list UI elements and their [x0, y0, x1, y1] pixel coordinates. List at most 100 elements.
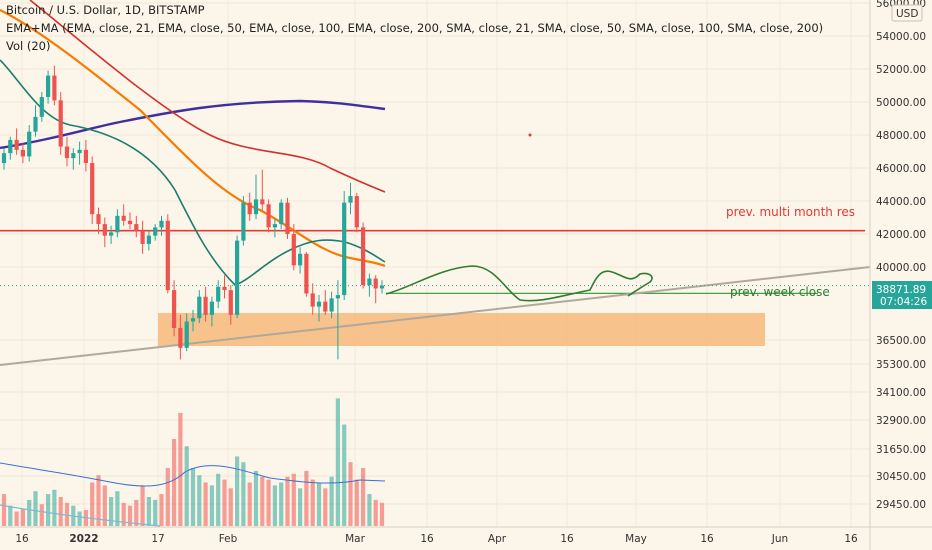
candle-body [354, 196, 359, 228]
time-axis[interactable]: 16 2022 17 Feb Mar 16 Apr 16 May 16 Jun 16 [0, 526, 932, 545]
candle-body [342, 202, 347, 296]
volume-bar [127, 505, 133, 526]
candle-body [46, 75, 51, 98]
candle-body [90, 163, 95, 215]
price-tick-label: 44000.00 [876, 196, 926, 208]
volume-bar [329, 476, 334, 526]
resistance-label: prev. multi month res [726, 205, 855, 219]
volume-bar [316, 482, 322, 526]
price-tick-label: 29450.00 [876, 499, 926, 511]
chart-grid [0, 0, 870, 527]
volume-bar [77, 511, 82, 526]
annotations: prev. multi month res prev. week close [726, 205, 855, 299]
time-tick-label: 2022 [69, 533, 98, 545]
candle-body [1, 153, 7, 164]
time-tick-label: 16 [700, 533, 714, 545]
candle-body [27, 131, 32, 157]
candle-body [77, 149, 82, 154]
currency-badge-label: USD [896, 8, 918, 20]
volume-bar [235, 456, 240, 526]
candle-body [165, 220, 170, 291]
volume-bar [146, 497, 151, 526]
candle-body [323, 301, 328, 312]
candle-body [379, 285, 385, 289]
volume-bar [367, 494, 372, 526]
volume-bar [8, 505, 13, 526]
candle-body [140, 230, 145, 244]
volume-bar [46, 494, 51, 526]
currency-badge[interactable]: USD [891, 4, 923, 22]
ema100-line [29, 0, 386, 193]
volume-bar [379, 502, 385, 526]
volume-bar [285, 476, 290, 526]
projection-path [385, 133, 653, 302]
volume-bar [247, 482, 252, 526]
volume-bar [115, 491, 120, 526]
candle-body [228, 290, 233, 315]
candle-body [190, 318, 196, 322]
candle-body [58, 100, 63, 147]
candle-body [272, 224, 277, 228]
candle-body [266, 204, 271, 228]
countdown-timer: 07:04:26 [880, 296, 927, 308]
volume-bar [342, 424, 347, 526]
indicator-legend[interactable]: EMA+MA (EMA, close, 21, EMA, close, 50, … [6, 21, 824, 35]
volume-ma-line [0, 462, 386, 487]
chart-title[interactable]: Bitcoin / U.S. Dollar, 1D, BITSTAMP [6, 3, 205, 17]
volume-bar [304, 470, 309, 526]
candle-body [373, 278, 378, 289]
candle-body [178, 328, 183, 348]
candle-body [121, 215, 126, 221]
volume-bar [335, 398, 340, 526]
volume-bar [165, 468, 170, 526]
time-tick-label: May [625, 533, 647, 545]
candle-body [304, 253, 309, 294]
candle-body [146, 235, 151, 244]
price-tick-label: 35300.00 [876, 359, 926, 371]
volume-bar [90, 482, 95, 526]
candle-body [235, 240, 240, 315]
volume-bar [121, 502, 126, 526]
volume-bar [153, 499, 158, 526]
candle-body [241, 202, 246, 241]
time-tick-label: 16 [844, 533, 858, 545]
volume-bar [39, 504, 44, 526]
time-tick-label: 16 [560, 533, 574, 545]
volume-bar [222, 479, 227, 526]
candle-body [335, 295, 340, 299]
volume-bar [96, 475, 101, 526]
volume-bar [354, 479, 359, 526]
demand-zone-rect [158, 313, 765, 346]
price-axis[interactable]: 56000.0054000.0052000.0050000.0048000.00… [869, 0, 926, 550]
volume-bar [197, 475, 202, 526]
volume-bar [1, 494, 7, 526]
volume-bar [291, 473, 296, 526]
candle-body [260, 199, 265, 205]
candle-body [203, 296, 208, 315]
current-price-tag: 38871.89 07:04:26 [872, 281, 932, 309]
price-tick-label: 42000.00 [876, 229, 926, 241]
trend-line [0, 266, 871, 366]
demand-zone [158, 313, 765, 346]
price-tick-label: 48000.00 [876, 130, 926, 142]
volume-bar [109, 497, 114, 526]
volume-bar [373, 499, 378, 526]
price-tick-label: 50000.00 [876, 97, 926, 109]
time-tick-label: 16 [420, 533, 434, 545]
volume-bar [203, 482, 208, 526]
candle-body [102, 224, 107, 236]
volume-legend[interactable]: Vol (20) [6, 39, 51, 53]
candle-body [247, 202, 252, 215]
volume-bar [348, 462, 353, 526]
volume-bar [14, 511, 19, 526]
volume-bar [266, 479, 271, 526]
volume-bar [209, 485, 214, 526]
candle-body [216, 286, 221, 302]
moving-average-lines [0, 0, 386, 286]
candlesticks [1, 65, 385, 360]
candle-body [291, 234, 296, 266]
candle-body [127, 220, 133, 225]
time-tick-label: 17 [151, 533, 164, 545]
candle-body [310, 293, 315, 307]
